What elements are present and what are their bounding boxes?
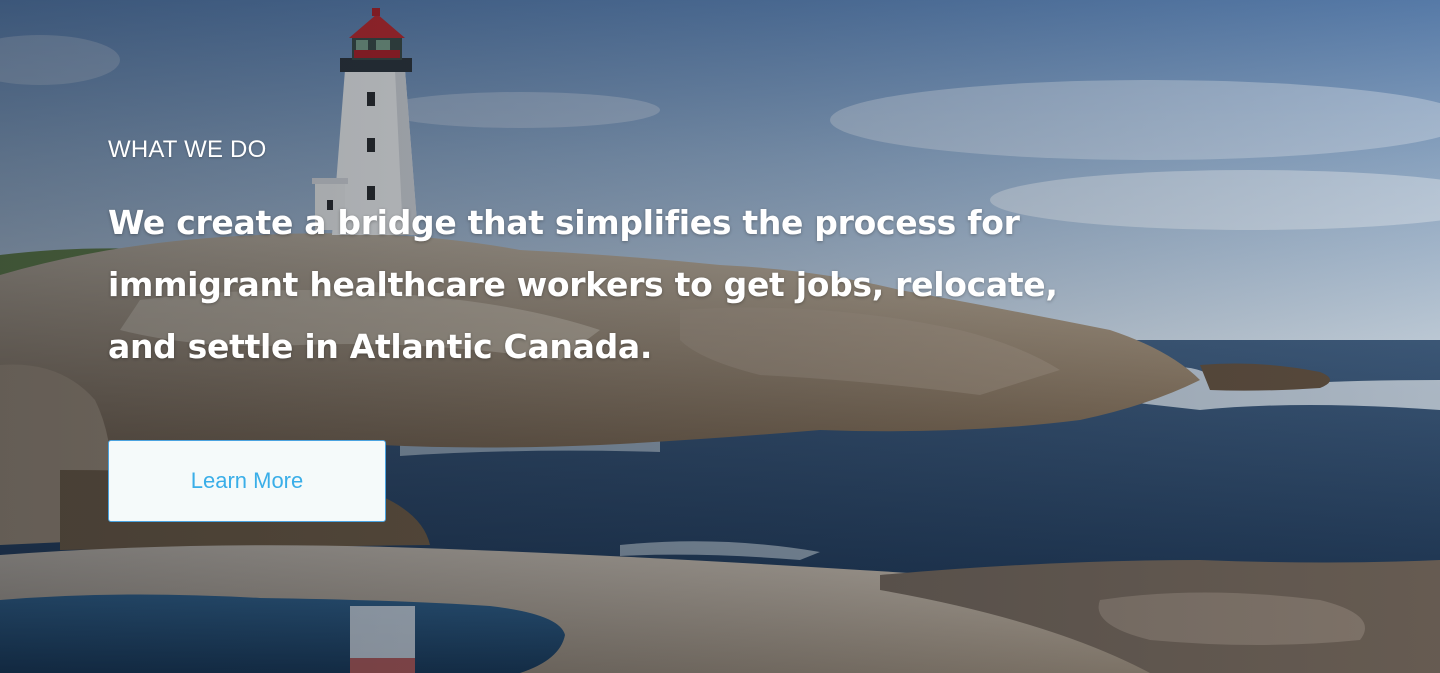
- hero-headline: We create a bridge that simplifies the p…: [108, 203, 1058, 366]
- section-eyebrow: WHAT WE DO: [108, 136, 267, 163]
- hero-content: WHAT WE DO We create a bridge that simpl…: [108, 134, 1088, 378]
- learn-more-button[interactable]: Learn More: [108, 440, 386, 522]
